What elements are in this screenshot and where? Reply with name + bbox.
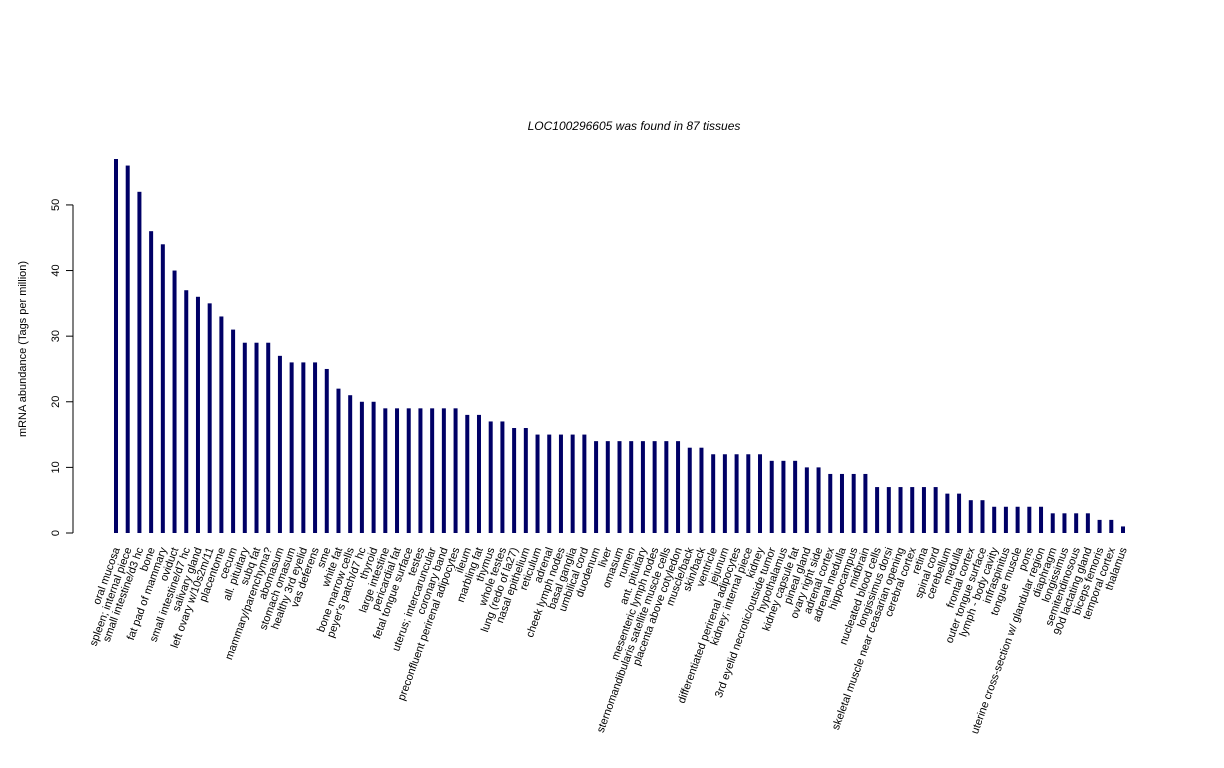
y-tick-label: 30 xyxy=(50,330,62,342)
bar xyxy=(1050,513,1055,533)
bar xyxy=(640,441,645,533)
bar xyxy=(219,316,224,533)
y-tick-label: 40 xyxy=(50,264,62,276)
bar xyxy=(500,421,505,533)
bar xyxy=(383,408,388,533)
bar xyxy=(1015,506,1020,533)
bar xyxy=(488,421,493,533)
bar xyxy=(910,487,915,533)
bar xyxy=(418,408,423,533)
bar xyxy=(863,473,868,533)
bar xyxy=(195,296,200,533)
bar xyxy=(933,487,938,533)
bar xyxy=(711,454,716,533)
bar xyxy=(957,493,962,533)
y-tick-label: 10 xyxy=(50,461,62,473)
bar xyxy=(828,473,833,533)
bar xyxy=(254,342,259,533)
bar xyxy=(114,159,118,533)
bar xyxy=(992,506,997,533)
chart-title: LOC100296605 was found in 87 tissues xyxy=(528,119,741,133)
bar xyxy=(687,447,692,533)
bar xyxy=(336,388,341,533)
bar xyxy=(359,401,364,533)
bar xyxy=(301,362,306,533)
bar xyxy=(886,487,891,533)
bar xyxy=(137,191,142,534)
bar xyxy=(652,441,657,533)
bar xyxy=(558,434,563,533)
bar xyxy=(1039,506,1044,533)
y-axis-label: mRNA abundance (Tags per million) xyxy=(17,261,29,437)
bar xyxy=(793,460,798,533)
bar xyxy=(160,244,165,533)
y-tick-label: 50 xyxy=(50,199,62,211)
bar xyxy=(430,408,435,533)
bar xyxy=(605,441,610,533)
bar xyxy=(184,290,189,533)
bar xyxy=(453,408,458,533)
bar xyxy=(313,362,318,533)
bar xyxy=(1074,513,1079,533)
bar xyxy=(512,428,517,533)
bar xyxy=(207,303,212,533)
bar xyxy=(664,441,669,533)
bar xyxy=(945,493,950,533)
bar xyxy=(465,414,470,533)
bar xyxy=(1027,506,1032,533)
bar xyxy=(594,441,599,533)
bar xyxy=(758,454,763,533)
bar xyxy=(289,362,294,533)
bar xyxy=(406,408,411,533)
bar xyxy=(629,441,634,533)
bar xyxy=(231,329,236,533)
bar xyxy=(617,441,622,533)
bar xyxy=(277,355,282,533)
bar xyxy=(851,473,856,533)
bar xyxy=(1109,519,1114,533)
bar xyxy=(875,487,880,533)
bar xyxy=(371,401,376,533)
bar xyxy=(547,434,552,533)
bar xyxy=(968,500,973,533)
bar xyxy=(476,414,481,533)
bar xyxy=(570,434,575,533)
bar xyxy=(746,454,751,533)
bar xyxy=(535,434,540,533)
bar xyxy=(582,434,587,533)
bar xyxy=(242,342,247,533)
bar xyxy=(1097,519,1102,533)
bar xyxy=(523,428,528,533)
bar xyxy=(1085,513,1090,533)
bar xyxy=(816,467,821,533)
bar xyxy=(1003,506,1008,533)
bar xyxy=(1062,513,1067,533)
bar xyxy=(172,270,177,533)
bar xyxy=(921,487,926,533)
bar xyxy=(1121,526,1125,533)
bar xyxy=(734,454,739,533)
bar xyxy=(839,473,844,533)
y-tick-label: 0 xyxy=(50,530,62,536)
bar xyxy=(266,342,271,533)
bar xyxy=(781,460,786,533)
bar xyxy=(125,165,130,533)
bar xyxy=(676,441,681,533)
bar xyxy=(804,467,809,533)
bar xyxy=(149,231,154,533)
bar xyxy=(395,408,400,533)
bar xyxy=(441,408,446,533)
y-tick-label: 20 xyxy=(50,396,62,408)
bar xyxy=(699,447,704,533)
bar xyxy=(324,368,329,533)
bar xyxy=(769,460,774,533)
bar xyxy=(348,395,353,533)
bar xyxy=(980,500,985,533)
bar xyxy=(722,454,727,533)
bar xyxy=(898,487,903,533)
